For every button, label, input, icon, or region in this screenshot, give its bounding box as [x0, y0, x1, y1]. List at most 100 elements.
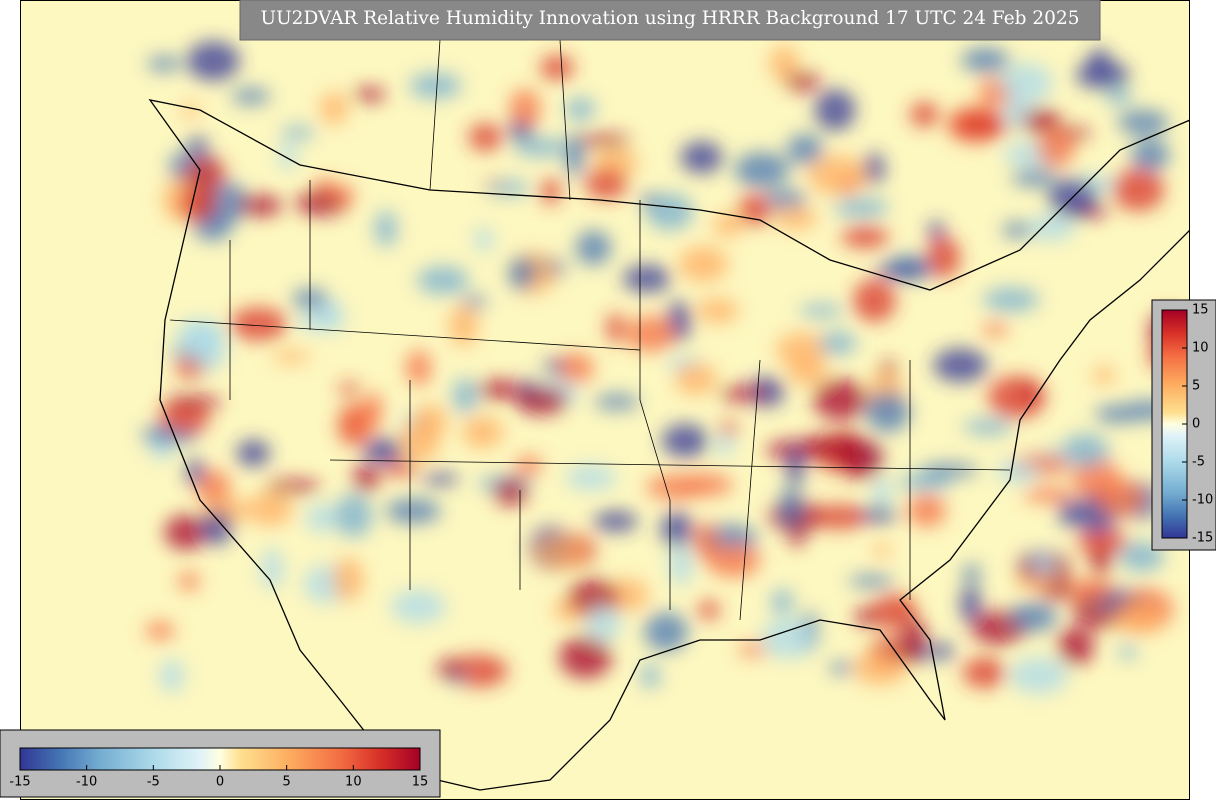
colorbar-tick-label: -10 [1192, 493, 1213, 508]
field-blob [1009, 602, 1058, 632]
field-blob [873, 542, 891, 559]
field-blob [584, 168, 628, 200]
colorbar-tick-label: 10 [1192, 341, 1209, 356]
field-blob [477, 379, 521, 400]
field-blob [909, 102, 939, 127]
field-blob [874, 264, 928, 278]
field-blob [696, 298, 739, 324]
field-blob [786, 133, 824, 165]
field-blob [855, 507, 898, 523]
field-blob [306, 503, 337, 533]
field-blob [391, 589, 446, 624]
field-blob [640, 663, 660, 689]
field-blob [1117, 110, 1169, 135]
field-blob [565, 97, 595, 122]
field-blob [697, 600, 720, 620]
field-blob [871, 594, 918, 629]
field-blob [646, 193, 694, 231]
field-blob [437, 658, 463, 680]
field-blob [853, 651, 907, 686]
field-blob [1030, 549, 1056, 580]
field-blob [513, 137, 568, 157]
field-blob [928, 220, 945, 241]
field-blob [814, 89, 856, 131]
field-blob [508, 257, 534, 290]
field-blob [341, 403, 375, 445]
field-blob [575, 230, 612, 266]
field-blob [159, 659, 185, 693]
field-blob [231, 88, 271, 105]
field-blob [196, 469, 231, 507]
field-blob [900, 619, 928, 663]
field-blob [179, 185, 218, 222]
field-blob [960, 584, 982, 624]
field-blob [674, 362, 718, 396]
field-blob [1093, 366, 1115, 385]
field-blob [565, 133, 585, 178]
field-blob [338, 382, 360, 395]
field-blob [787, 359, 828, 386]
field-blob [556, 353, 595, 384]
colorbar-tick-label: -15 [9, 775, 30, 790]
field-blob [278, 142, 298, 170]
field-blob [660, 511, 693, 548]
field-blob [1021, 108, 1062, 134]
field-blob [852, 279, 896, 323]
field-blob [417, 266, 469, 295]
field-blob [625, 315, 676, 352]
field-blob [715, 432, 735, 456]
field-blob [319, 92, 348, 125]
field-blob [540, 178, 561, 205]
field-blob [1023, 487, 1073, 503]
field-blob [818, 331, 857, 355]
field-blob [1057, 626, 1094, 666]
field-blob [332, 184, 354, 208]
colorbar-tick-label: -10 [76, 775, 97, 790]
field-blob [872, 475, 892, 510]
field-blob [462, 295, 487, 309]
field-blob [952, 110, 1009, 139]
field-blob [1130, 139, 1170, 172]
field-blob [352, 465, 380, 492]
field-blob [585, 606, 622, 642]
colorbar-tick-label: 5 [1192, 379, 1200, 394]
field-blob [594, 394, 640, 410]
field-blob [1015, 574, 1059, 591]
field-blob [668, 544, 693, 586]
field-blob [452, 378, 478, 414]
field-blob [544, 359, 566, 374]
field-blob [272, 350, 311, 363]
field-blob [678, 246, 728, 283]
field-blob [1097, 479, 1147, 518]
field-blob [863, 152, 885, 185]
field-blob [332, 557, 364, 602]
field-blob [833, 197, 889, 218]
field-blob [848, 574, 895, 588]
field-blob [515, 455, 542, 476]
field-blob [738, 643, 768, 657]
field-blob [661, 423, 709, 458]
field-blob [578, 134, 631, 147]
field-blob [566, 465, 617, 491]
field-blob [260, 548, 284, 590]
colorbar-tick-label: -15 [1192, 531, 1213, 546]
field-blob [485, 180, 530, 196]
field-blob [983, 287, 1039, 312]
field-blob [606, 313, 625, 344]
field-blob [719, 386, 767, 402]
field-blob [982, 322, 1008, 337]
field-blob [1011, 169, 1060, 187]
field-blob [185, 458, 205, 486]
map [20, 0, 1190, 800]
colorbar-tick-label: -5 [147, 775, 160, 790]
field-blob [841, 225, 889, 249]
field-blob [837, 430, 861, 473]
field-blob [1037, 127, 1076, 168]
field-blob [801, 435, 844, 458]
field-blob [776, 332, 828, 368]
coastline [148, 99, 1190, 791]
field-blob [963, 418, 1013, 435]
field-blob [147, 56, 182, 72]
field-blob [1095, 404, 1139, 424]
field-blob [409, 72, 462, 99]
